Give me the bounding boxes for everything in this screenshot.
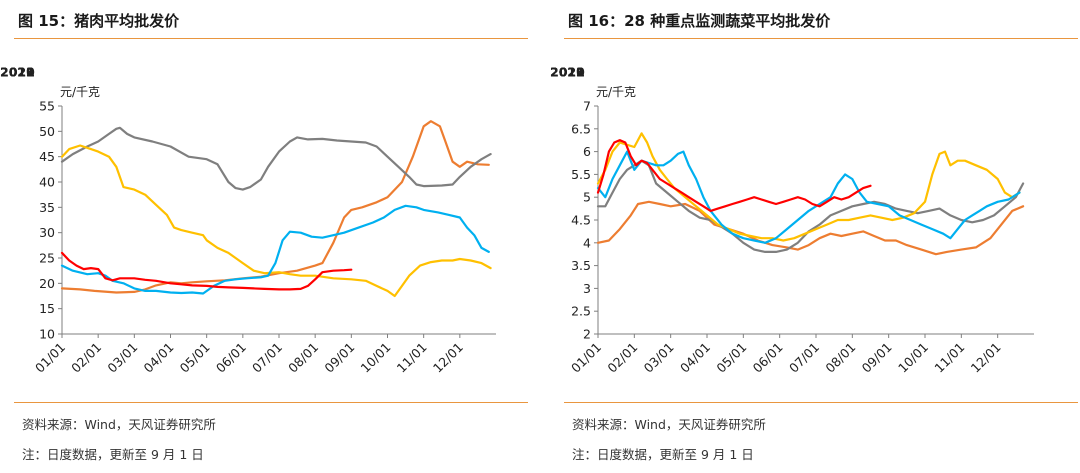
series-line-2019 [596,200,1025,256]
y-tick-label: 4 [583,235,591,250]
y-tick-label: 4.5 [571,213,591,228]
legend-label-2019: 2019 [0,65,35,80]
legend-label-2022: 2022 [550,65,585,80]
x-tick-label: 09/01 [321,340,357,376]
y-tick-label: 50 [39,124,55,139]
legend-label-2022: 2022 [0,65,35,80]
y-tick-label: 25 [39,251,55,266]
series-line-2021 [596,132,1021,242]
y-tick-label: 15 [39,301,55,316]
y-tick-label: 35 [39,200,55,215]
x-tick-label: 10/01 [358,340,394,376]
series-line-2021 [60,144,492,298]
x-tick-label: 12/01 [968,340,1004,376]
y-axis-unit-label: 元/千克 [596,85,636,99]
chart-title: 图 16：28 种重点监测蔬菜平均批发价 [568,12,831,30]
chart-title: 图 15：猪肉平均批发价 [18,12,180,30]
y-tick-label: 30 [39,225,55,240]
legend-label-2023: 2023 [0,65,35,80]
x-tick-label: 06/01 [750,340,786,376]
x-tick-label: 05/01 [177,340,213,376]
x-tick-label: 07/01 [249,340,285,376]
x-tick-label: 09/01 [859,340,895,376]
y-axis-unit-label: 元/千克 [60,85,100,99]
x-tick-label: 02/01 [604,340,640,376]
chart-panel-pork: 图 15：猪肉平均批发价 2019 2020 2021 2022 2023 元/千克 10 1… [0,0,530,473]
title-divider [14,38,528,39]
x-tick-label: 05/01 [713,340,749,376]
source-text: 资料来源：Wind，天风证券研究所 [22,417,216,432]
legend-label-2019: 2019 [550,65,585,80]
y-tick-label: 3 [583,281,591,296]
y-tick-label: 5 [583,190,591,205]
x-tick-label: 08/01 [822,340,858,376]
y-tick-label: 6.5 [571,121,591,136]
y-tick-label: 2 [583,327,591,342]
y-tick-label: 2.5 [571,304,591,319]
x-tick-label: 07/01 [786,340,822,376]
x-tick-label: 04/01 [141,340,177,376]
legend-label-2020: 2020 [550,65,585,80]
y-tick-label: 40 [39,175,55,190]
legend-label-2023: 2023 [550,65,585,80]
y-tick-label: 20 [39,276,55,291]
chart-panel-vegetables: 图 16：28 种重点监测蔬菜平均批发价 2019 2020 2021 2022 202… [550,0,1080,473]
series-line-2020 [60,126,492,191]
legend-label-2021: 2021 [0,65,35,80]
series-line-2023 [596,139,872,212]
x-tick-label: 01/01 [568,340,604,376]
series-line-2023 [60,251,353,291]
footer-divider [14,402,528,403]
source-text: 资料来源：Wind，天风证券研究所 [572,417,766,432]
y-tick-label: 3.5 [571,258,591,273]
y-tick-label: 6 [583,144,591,159]
title-divider [564,38,1078,39]
y-tick-label: 45 [39,149,55,164]
footer-divider [564,402,1078,403]
x-tick-label: 03/01 [641,340,677,376]
legend-label-2020: 2020 [0,65,35,80]
x-tick-label: 06/01 [213,340,249,376]
legend-label-2021: 2021 [550,65,585,80]
x-tick-label: 04/01 [677,340,713,376]
series-line-2022 [60,204,490,295]
x-tick-label: 12/01 [430,340,466,376]
note-text: 注：日度数据，更新至 9 月 1 日 [22,447,204,462]
x-tick-label: 01/01 [32,340,68,376]
series-line-2022 [596,150,1021,244]
y-tick-label: 10 [39,327,55,342]
y-tick-label: 55 [39,99,55,114]
x-tick-label: 11/01 [931,340,967,376]
y-tick-label: 5.5 [571,167,591,182]
x-tick-label: 02/01 [68,340,104,376]
series-line-2019 [60,120,490,294]
y-tick-label: 7 [583,99,591,114]
note-text: 注：日度数据，更新至 9 月 1 日 [572,447,754,462]
x-tick-label: 08/01 [285,340,321,376]
series-line-2020 [596,159,1025,253]
x-tick-label: 11/01 [394,340,430,376]
x-tick-label: 03/01 [104,340,140,376]
x-tick-label: 10/01 [895,340,931,376]
